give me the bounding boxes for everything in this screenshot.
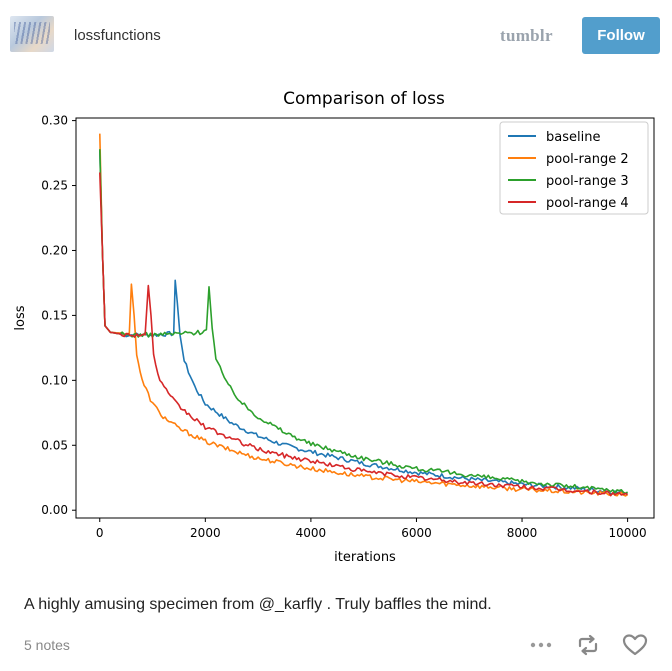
x-tick-label: 0 <box>96 526 104 540</box>
y-tick-label: 0.25 <box>41 179 68 193</box>
post-caption: A highly amusing specimen from @_karfly … <box>24 596 492 613</box>
y-tick-label: 0.15 <box>41 308 68 322</box>
notes-count[interactable]: 5 notes <box>24 637 70 653</box>
legend-label: pool-range 3 <box>546 174 629 189</box>
post-actions <box>520 630 660 660</box>
series-line-pool-range-3 <box>99 149 629 495</box>
like-heart-icon[interactable] <box>622 633 648 657</box>
x-tick-label: 10000 <box>609 526 647 540</box>
loss-comparison-chart: 0 2000 4000 6000 8000 10000 0.00 0.05 0.10 0.15 0.… <box>0 80 672 580</box>
chart-title: Comparison of loss <box>283 89 445 109</box>
x-axis-label: iterations <box>334 550 396 565</box>
y-tick-label: 0.05 <box>41 438 68 452</box>
series-line-pool-range-4 <box>99 172 628 497</box>
chart-legend: baseline pool-range 2 pool-range 3 pool-ran… <box>499 121 649 215</box>
y-tick-label: 0.10 <box>41 373 68 387</box>
x-tick-label: 8000 <box>507 526 538 540</box>
x-tick-label: 2000 <box>190 526 221 540</box>
post-header: lossfunctions tumblr Follow <box>0 0 672 72</box>
reblog-icon[interactable] <box>576 634 600 656</box>
legend-box <box>499 121 649 215</box>
legend-label: baseline <box>546 130 600 145</box>
axis-layer: 0 2000 4000 6000 8000 10000 0.00 0.05 0.10 0.15 0.… <box>41 114 646 540</box>
series-layer <box>99 133 629 497</box>
y-tick-label: 0.30 <box>41 114 68 128</box>
y-tick-label: 0.20 <box>41 243 68 257</box>
legend-label: pool-range 2 <box>546 152 629 167</box>
follow-button[interactable]: Follow <box>582 17 660 54</box>
blog-avatar[interactable] <box>10 16 54 52</box>
legend-label: pool-range 4 <box>546 196 629 211</box>
y-axis-label: loss <box>13 305 28 330</box>
more-options-icon[interactable] <box>530 638 552 652</box>
tumblr-logo[interactable]: tumblr <box>500 26 553 45</box>
x-tick-label: 6000 <box>401 526 432 540</box>
blog-name-link[interactable]: lossfunctions <box>74 27 161 44</box>
plot-frame <box>75 117 655 519</box>
x-tick-label: 4000 <box>296 526 327 540</box>
y-tick-label: 0.00 <box>41 503 68 517</box>
series-line-pool-range-2 <box>99 133 629 497</box>
